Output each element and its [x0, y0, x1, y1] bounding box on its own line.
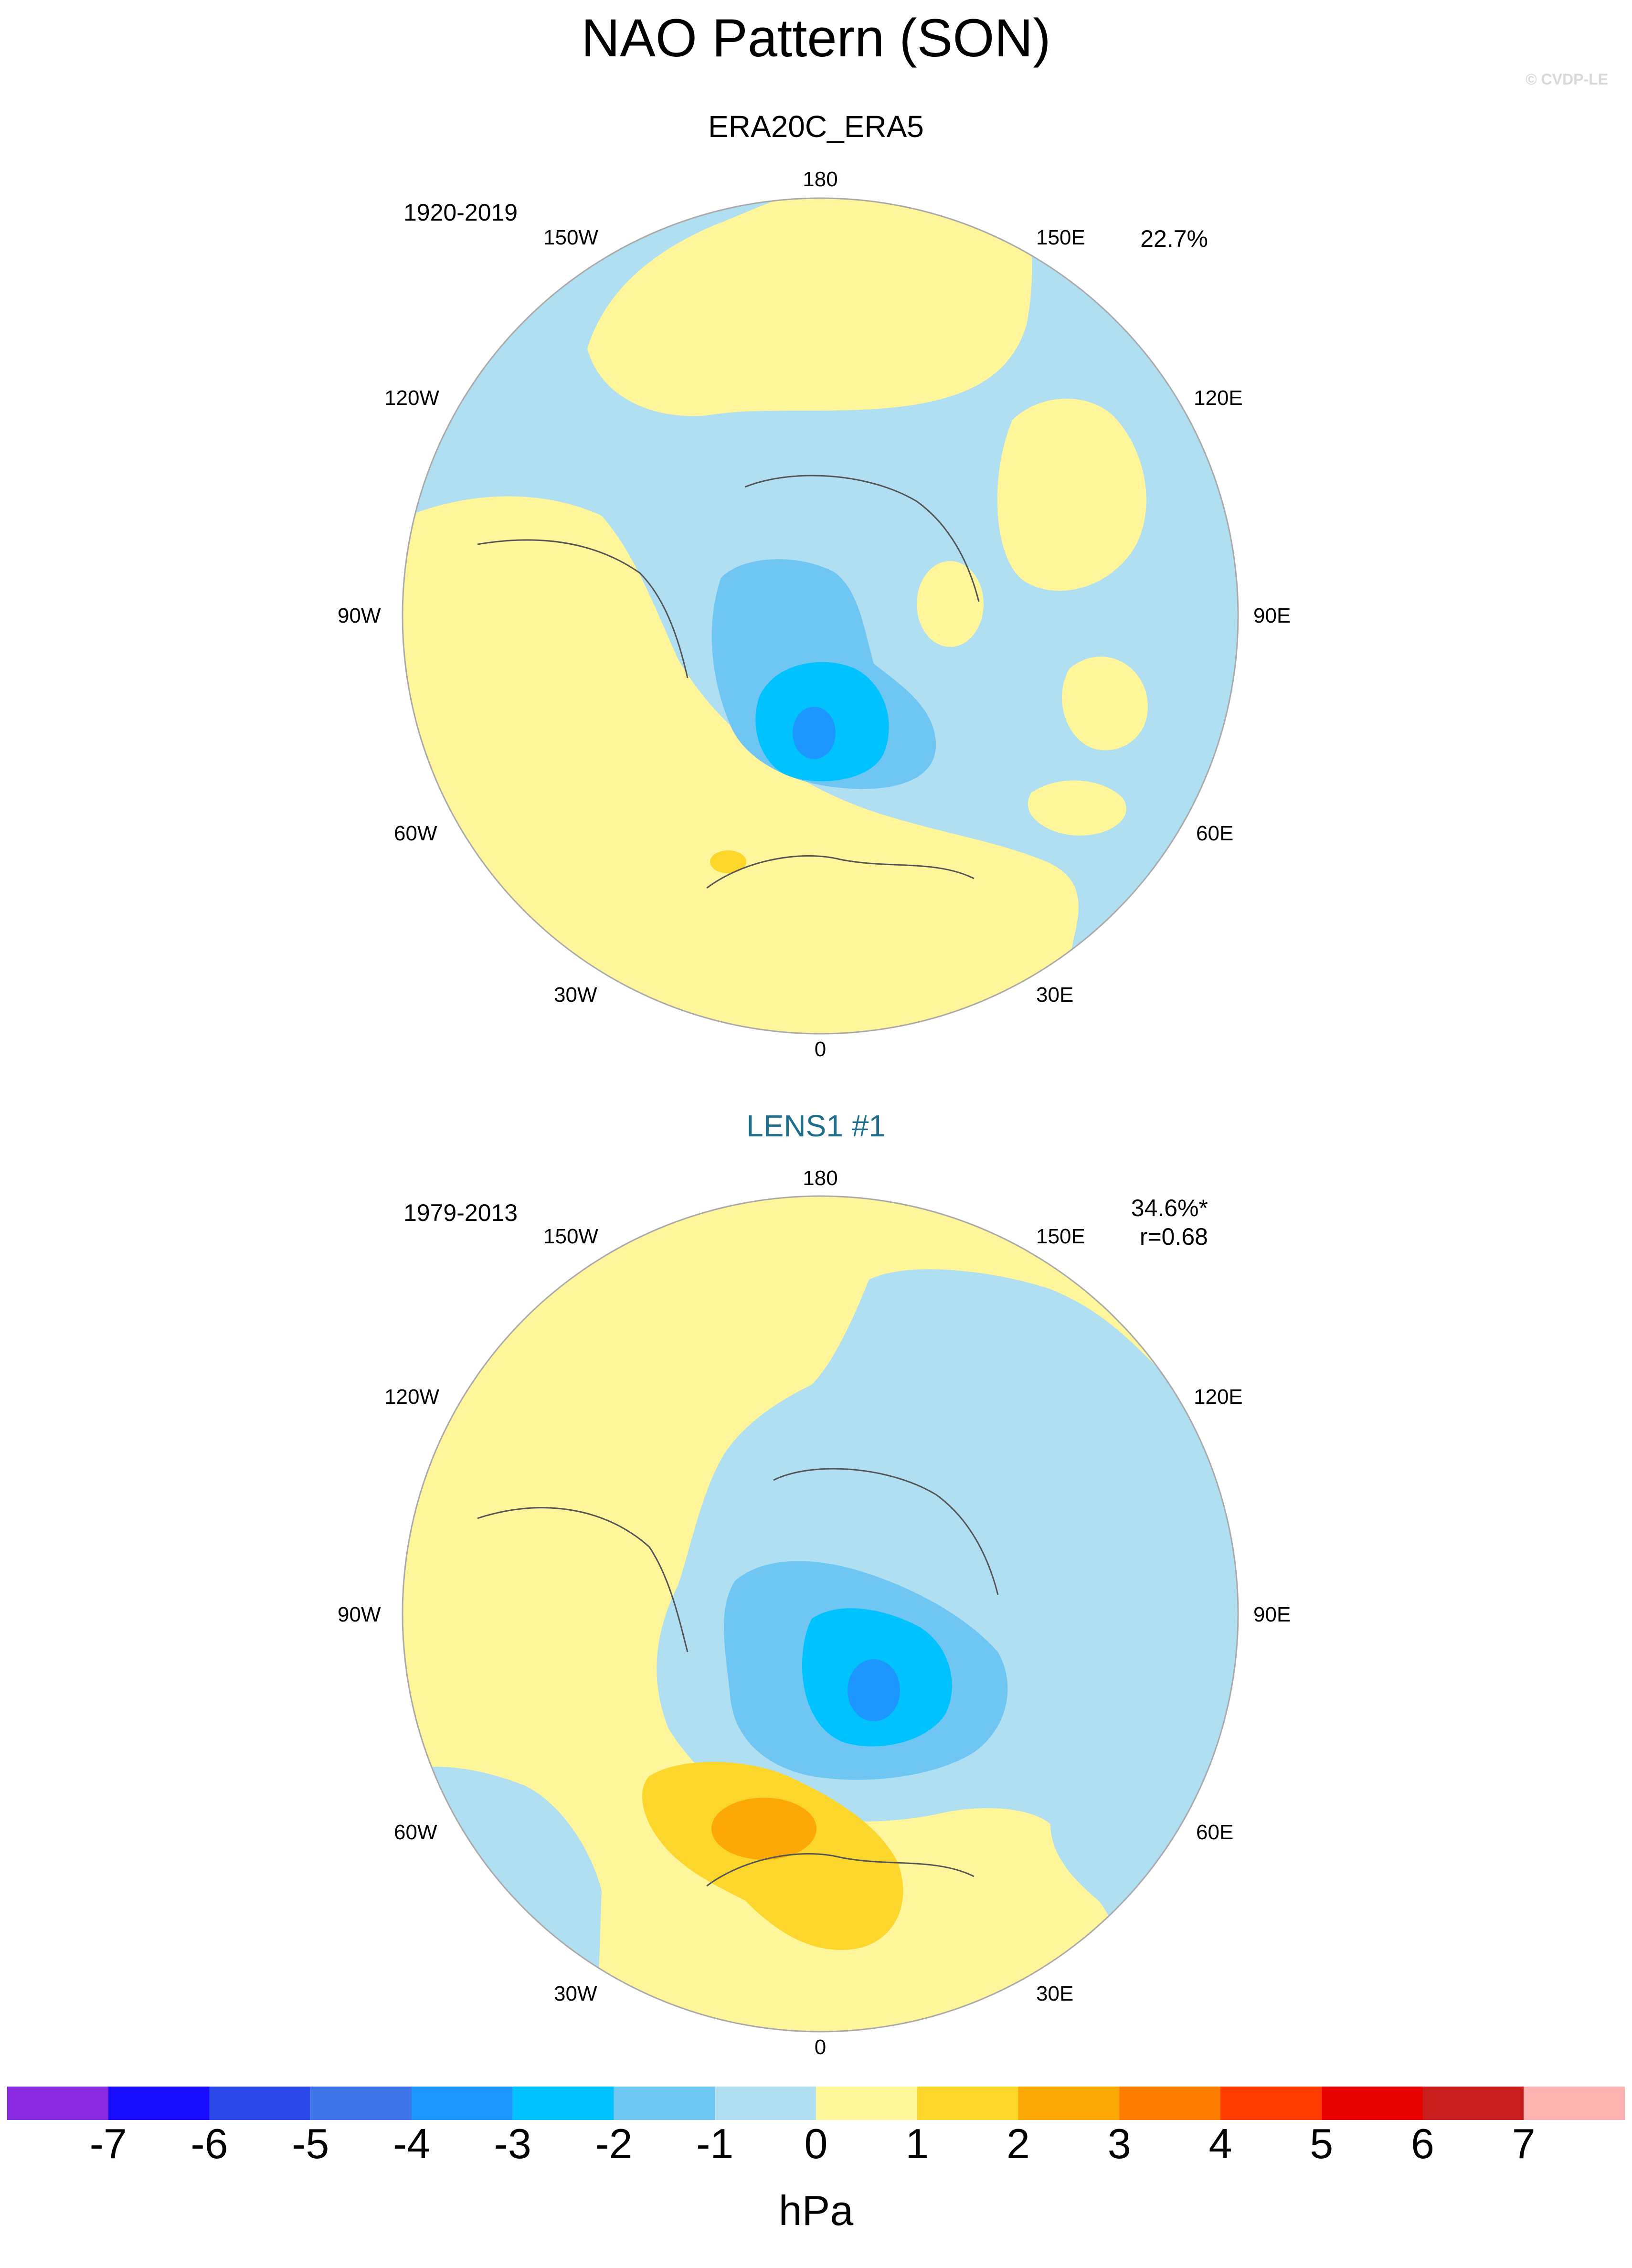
panel-2-title: LENS1 #1: [746, 1109, 886, 1143]
colorbar-tick-label: 0: [804, 2120, 828, 2167]
colorbar-box: [412, 2087, 513, 2120]
colorbar-box: [1321, 2087, 1423, 2120]
panel-1-lon-label: 30W: [554, 983, 597, 1007]
colorbar-box: [816, 2087, 917, 2120]
figure-title: NAO Pattern (SON): [581, 8, 1051, 68]
colorbar-box: [1220, 2087, 1322, 2120]
colorbar-tick-label: -6: [191, 2120, 228, 2167]
panel-1-coastline: [706, 855, 975, 889]
colorbar-tick-label: -3: [494, 2120, 531, 2167]
colorbar-tick-label: -1: [696, 2120, 734, 2167]
panel-1-coastline: [477, 539, 689, 678]
colorbar-tick-label: -2: [595, 2120, 633, 2167]
panel-2-lon-label: 150W: [543, 1225, 598, 1248]
colorbar-box: [917, 2087, 1018, 2120]
colorbar-box: [614, 2087, 715, 2120]
panel-1-lon-label: 60W: [394, 822, 437, 845]
panel-1-lon-label: 90W: [338, 604, 381, 627]
copyright-text: © CVDP-LE: [1526, 71, 1608, 88]
panel-1-map-border: [402, 197, 1239, 1035]
panel-2-variance: 34.6%*: [1131, 1195, 1208, 1221]
panel-1-lon-label: 120W: [384, 386, 439, 410]
panel-1-asia-positive: [997, 399, 1146, 591]
colorbar-box: [7, 2087, 108, 2120]
colorbar-box: [715, 2087, 816, 2120]
panel-2-lon-label: 30W: [554, 1982, 597, 2005]
panel-2-negative-3-4: [848, 1659, 900, 1721]
panel-2-lon-label: 60W: [394, 1821, 437, 1844]
panel-1-period: 1920-2019: [403, 199, 518, 226]
panel-1-pacific-positive: [587, 198, 1032, 416]
panel-1-variance: 22.7%: [1140, 225, 1208, 252]
panel-1-india-positive: [1028, 780, 1126, 836]
panel-1-negative-3-4: [793, 707, 836, 759]
panel-1-lon-label: 120E: [1194, 386, 1243, 410]
panel-2-polar-map: [402, 1195, 1239, 2033]
colorbar: [7, 2087, 1625, 2120]
colorbar-tick-label: 2: [1007, 2120, 1030, 2167]
panel-1-positive-1-2: [710, 850, 746, 873]
panel-2-lon-label: 180: [803, 1166, 838, 1190]
panel-2-lon-label: 90W: [338, 1603, 381, 1626]
panel-2-coastline: [477, 1507, 689, 1653]
colorbar-tick-label: -5: [292, 2120, 329, 2167]
panel-1-lon-label: 60E: [1196, 822, 1234, 845]
panel-1-lon-label: 0: [814, 1038, 827, 1061]
panel-1-east-asia-positive: [1061, 657, 1148, 751]
colorbar-box: [310, 2087, 412, 2120]
colorbar-tick-label: 7: [1512, 2120, 1536, 2167]
panel-1-siberia-positive: [917, 561, 984, 647]
panel-1-lon-label: 30E: [1036, 983, 1074, 1007]
panel-2-lon-label: 30E: [1036, 1982, 1074, 2005]
colorbar-tick-label: -7: [89, 2120, 127, 2167]
panel-2-map-border: [402, 1195, 1239, 2033]
panel-2-lon-label: 150E: [1036, 1225, 1085, 1248]
colorbar-tick-label: 3: [1107, 2120, 1131, 2167]
panel-2-correlation: r=0.68: [1139, 1223, 1208, 1250]
colorbar-box: [1018, 2087, 1120, 2120]
panel-1-lon-label: 150W: [543, 226, 598, 249]
colorbar-box: [1119, 2087, 1220, 2120]
panel-1-lon-label: 150E: [1036, 226, 1085, 249]
panel-2-lon-label: 90E: [1253, 1603, 1291, 1626]
panel-2-lon-label: 120E: [1194, 1385, 1243, 1409]
panel-2-coastline: [706, 1853, 975, 1887]
colorbar-box: [108, 2087, 210, 2120]
panel-1-lon-label: 90E: [1253, 604, 1291, 627]
panel-2-lon-label: 120W: [384, 1385, 439, 1409]
colorbar-tick-label: 5: [1310, 2120, 1334, 2167]
colorbar-tick-label: -4: [392, 2120, 431, 2167]
panel-1-coastline: [744, 475, 980, 602]
colorbar-box: [209, 2087, 311, 2120]
colorbar-box: [1422, 2087, 1524, 2120]
panel-2-coastline: [773, 1468, 999, 1595]
panel-2-lon-label: 0: [814, 2035, 827, 2059]
panel-2-positive-2-3: [711, 1798, 816, 1860]
colorbar-units: hPa: [778, 2187, 854, 2234]
panel-1-atlantic-positive: [403, 496, 1079, 1034]
colorbar-tick-label: 6: [1411, 2120, 1434, 2167]
colorbar-box: [1524, 2087, 1625, 2120]
panel-1-title: ERA20C_ERA5: [708, 109, 924, 144]
panel-1-polar-map: [402, 197, 1239, 1035]
panel-2-lon-label: 60E: [1196, 1821, 1234, 1844]
colorbar-tick-label: 1: [905, 2120, 929, 2167]
panel-1-lon-label: 180: [803, 168, 838, 191]
panel-2-period: 1979-2013: [403, 1199, 518, 1226]
colorbar-tick-label: 4: [1208, 2120, 1232, 2167]
colorbar-box: [512, 2087, 614, 2120]
